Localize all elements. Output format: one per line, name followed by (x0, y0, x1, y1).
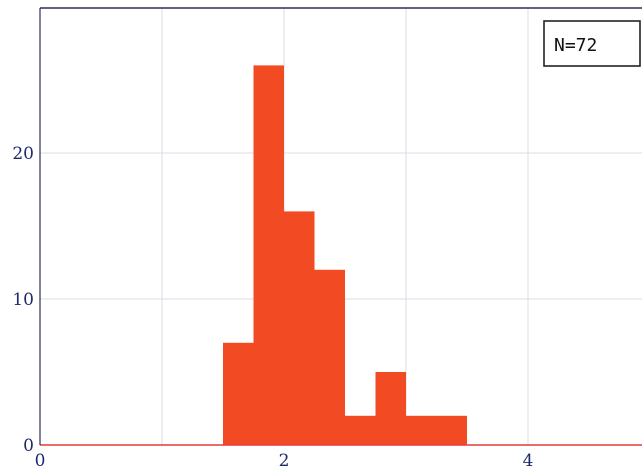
histogram-bar (436, 415, 467, 445)
y-tick-label: 10 (12, 290, 34, 310)
histogram-bars (223, 65, 467, 446)
tick-labels: 0 10 20 0 2 4 (12, 144, 533, 470)
histogram-bar (375, 372, 406, 445)
histogram-bar (284, 211, 315, 445)
annotation-box: N=72 (543, 20, 641, 67)
histogram-bar (223, 342, 254, 445)
histogram-bar (345, 415, 376, 445)
annotation-frame (543, 20, 641, 67)
histogram-bar (314, 269, 345, 445)
x-tick-label: 4 (523, 451, 534, 470)
histogram-bar (406, 415, 437, 445)
y-tick-label: 20 (12, 144, 34, 164)
axes (39, 7, 642, 446)
x-tick-label: 2 (279, 451, 290, 470)
histogram-bar (253, 65, 284, 446)
y-tick-label: 0 (23, 436, 34, 456)
annotation-text: N=72 (554, 35, 597, 56)
x-tick-label: 0 (35, 451, 46, 470)
